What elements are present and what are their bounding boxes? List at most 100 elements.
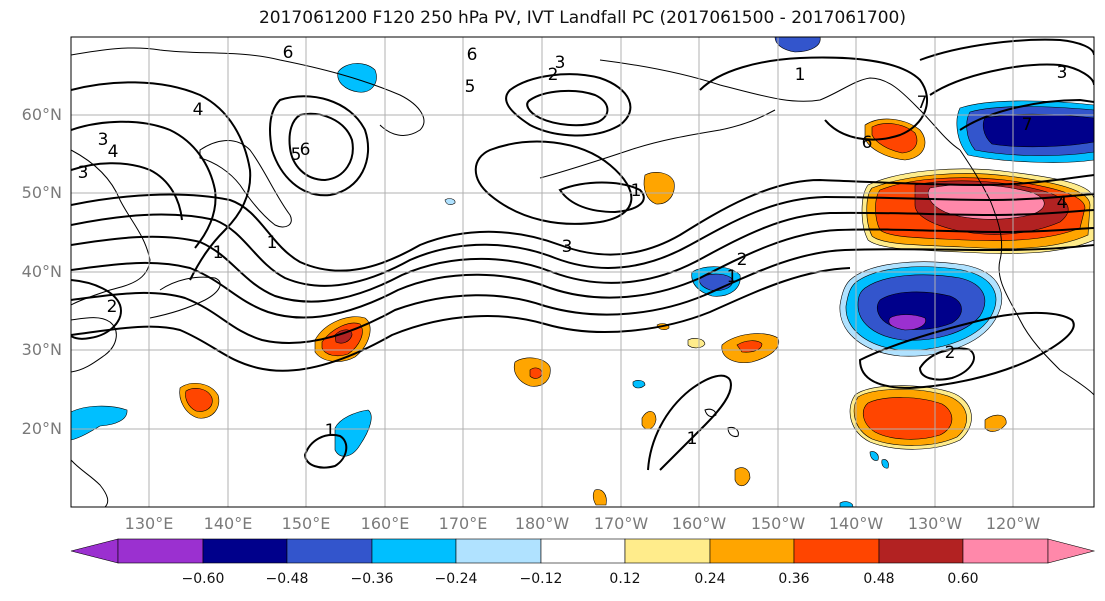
pv-contour xyxy=(71,162,183,221)
shade-neg-blob xyxy=(337,63,377,93)
lat-label: 20°N xyxy=(21,419,62,438)
shade-pos-ak xyxy=(871,123,918,154)
contour-label: 1 xyxy=(631,181,642,201)
lon-label: 170°W xyxy=(593,514,649,533)
colorbar-segment xyxy=(202,538,288,564)
lon-label: 140°E xyxy=(203,514,253,533)
contour-label: 4 xyxy=(193,100,204,120)
lat-label: 50°N xyxy=(21,183,62,202)
contour-labels: 6 6 4 3 4 3 5 5 6 3 2 1 1 7 6 7 3 4 1 3 … xyxy=(78,43,1068,449)
colorbar-tick-label: 0.36 xyxy=(778,571,810,587)
shade-pos-blob xyxy=(529,367,543,379)
lat-label: 60°N xyxy=(21,105,62,124)
colorbar-extend-high xyxy=(1047,538,1096,564)
pv-contour xyxy=(919,38,1094,61)
contour-label: 1 xyxy=(795,65,806,85)
coast-siberia xyxy=(71,47,425,136)
colorbar-tick-label: 0.60 xyxy=(947,571,979,587)
colorbar-segment xyxy=(117,538,204,564)
shade-neg-blob xyxy=(774,37,821,53)
lon-label: 160°W xyxy=(671,514,727,533)
coast-aleutians xyxy=(539,109,776,179)
colorbar-extend-low xyxy=(70,538,119,564)
colorbar-segment xyxy=(793,538,880,564)
colorbar-segment xyxy=(455,538,542,564)
pv-contour xyxy=(269,95,370,197)
lat-label: 30°N xyxy=(21,340,62,359)
shade-pos-blob xyxy=(984,414,1007,432)
colorbar-tick-label: −0.48 xyxy=(265,571,309,587)
colorbar-tick-label: 0.24 xyxy=(694,571,726,587)
shade-pos-blob xyxy=(334,329,353,344)
contour-label: 1 xyxy=(213,243,224,263)
shade-neg-blob xyxy=(444,198,456,205)
contour-label: 1 xyxy=(267,233,278,253)
shade-pos-blob xyxy=(592,489,607,506)
lon-label: 160°E xyxy=(360,514,410,533)
shade-neg-mid xyxy=(888,314,926,331)
pv-contour xyxy=(918,347,975,381)
shade-pos-blob xyxy=(641,411,657,430)
contour-label: 3 xyxy=(555,53,566,73)
contour-label: 1 xyxy=(727,267,738,287)
pv-contour xyxy=(71,174,1094,272)
shade-pos-blob xyxy=(736,340,763,353)
colorbar-segment xyxy=(286,538,373,564)
shade-pos-blob xyxy=(185,388,213,412)
contour-label: 1 xyxy=(325,421,336,441)
coast-philippines xyxy=(71,459,109,507)
pv-contour xyxy=(505,73,632,137)
lon-label: 130°E xyxy=(124,514,174,533)
ivt-shading xyxy=(71,37,1094,507)
contour-label: 5 xyxy=(465,77,476,97)
lon-label: 140°W xyxy=(828,514,884,533)
pv-contour xyxy=(647,374,732,471)
contour-label: 7 xyxy=(917,93,928,113)
graticule xyxy=(71,37,1094,507)
shade-neg-blob xyxy=(869,451,879,461)
colorbar xyxy=(70,538,1096,564)
lon-label: 150°E xyxy=(281,514,331,533)
contour-label: 6 xyxy=(300,140,311,160)
shade-neg-blob xyxy=(71,405,128,441)
colorbar-tick-label: 0.48 xyxy=(863,571,895,587)
colorbar-segment xyxy=(540,538,626,564)
contour-label: 2 xyxy=(737,250,748,270)
lon-label: 150°W xyxy=(750,514,806,533)
shade-pos-se xyxy=(862,397,953,440)
colorbar-segment xyxy=(709,538,795,564)
colorbar-segment xyxy=(624,538,711,564)
contour-label: 1 xyxy=(687,429,698,449)
pv-contour xyxy=(474,140,633,225)
shade-neg-blob xyxy=(881,459,889,469)
pv-contour xyxy=(288,112,354,182)
pv-contour xyxy=(858,311,1075,390)
shade-pos-blob xyxy=(734,467,751,487)
coast-alaska xyxy=(599,59,961,151)
colorbar-segment xyxy=(371,538,457,564)
lon-label: 130°W xyxy=(907,514,963,533)
lon-label: 170°E xyxy=(438,514,488,533)
lon-label: 120°W xyxy=(985,514,1041,533)
pv-contour xyxy=(526,89,609,127)
shade-neg-blob xyxy=(632,380,646,389)
shade-pos-blob xyxy=(687,338,706,349)
pv-contour xyxy=(71,120,217,249)
contour-label: 2 xyxy=(107,297,118,317)
pv-contour xyxy=(959,98,1094,131)
contour-label: 3 xyxy=(562,237,573,257)
coast-japan xyxy=(149,276,221,319)
contour-label: 6 xyxy=(467,45,478,65)
pv-contours xyxy=(71,38,1094,471)
lat-label: 40°N xyxy=(21,262,62,281)
pv-contour xyxy=(71,267,851,372)
contour-label: 5 xyxy=(291,145,302,165)
contour-label: 3 xyxy=(98,130,109,150)
colorbar-tick-label: −0.12 xyxy=(519,571,563,587)
pv-contour xyxy=(558,181,645,214)
pv-contour xyxy=(71,227,1094,319)
shade-neg-blob xyxy=(839,501,854,507)
coast-kamchatka xyxy=(199,140,292,228)
coast-hawaii xyxy=(704,408,717,418)
